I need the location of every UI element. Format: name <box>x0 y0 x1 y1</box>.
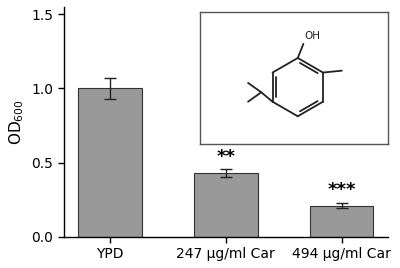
Bar <box>78 88 142 237</box>
Bar <box>194 173 258 237</box>
Text: ***: *** <box>327 181 356 199</box>
Bar <box>310 206 373 237</box>
Text: **: ** <box>216 147 235 166</box>
Y-axis label: OD$_{600}$: OD$_{600}$ <box>7 99 26 145</box>
Text: OH: OH <box>304 31 320 41</box>
